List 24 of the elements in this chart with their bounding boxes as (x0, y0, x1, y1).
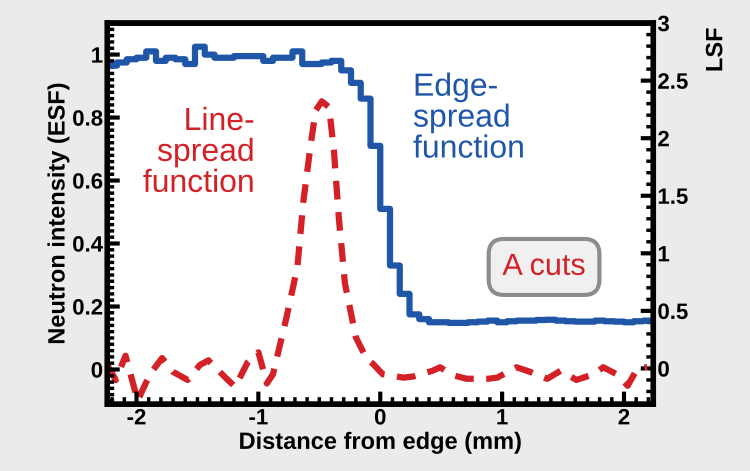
y-tick-label: 0.6 (73, 173, 102, 189)
y2-tick-label: 1 (658, 246, 670, 262)
x-tick-label: 1 (497, 409, 508, 424)
y-tick-label: 0.2 (73, 299, 102, 315)
series-label: Edge- spread function (413, 72, 523, 158)
y2-tick-label: 2.5 (658, 73, 688, 89)
y2-tick-label: 1.5 (658, 188, 688, 204)
y-tick-label: 0 (92, 362, 102, 378)
y2-axis-title: LSF (706, 28, 722, 70)
x-tick-label: 2 (618, 408, 630, 424)
y2-tick-label: 2 (658, 130, 669, 146)
y2-tick-label: 0 (658, 360, 669, 377)
x-tick-label: -1 (249, 409, 268, 424)
y2-tick-label: 0.5 (658, 303, 688, 320)
x-tick-label: -2 (127, 408, 146, 424)
annotation: A cuts (502, 254, 585, 276)
y2-tick-label: 3 (658, 16, 669, 32)
series-label: Line- spread function (143, 106, 254, 192)
y-tick-label: 0.4 (73, 236, 103, 252)
x-axis-title: Distance from edge (mm) (240, 432, 521, 454)
y-tick-label: 1 (92, 47, 102, 63)
x-tick-label: 0 (374, 408, 386, 425)
y-axis-title: Neutron intensity (ESF) (47, 84, 70, 344)
y-tick-label: 0.8 (73, 110, 102, 126)
